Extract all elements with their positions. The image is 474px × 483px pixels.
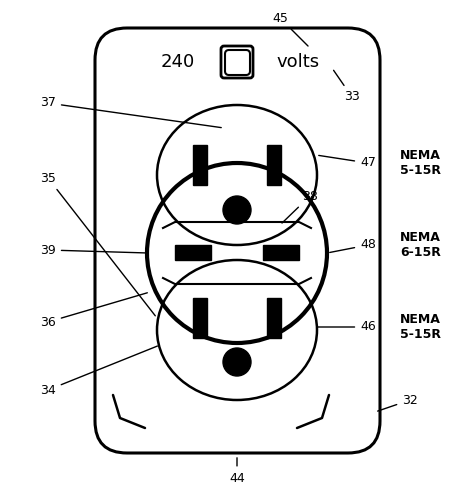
Text: NEMA
5-15R: NEMA 5-15R	[400, 313, 441, 341]
Text: 46: 46	[318, 321, 376, 333]
Text: 35: 35	[40, 171, 155, 316]
FancyBboxPatch shape	[221, 46, 253, 78]
Text: 32: 32	[378, 394, 418, 411]
Bar	[267, 145, 281, 185]
Text: 48: 48	[330, 239, 376, 253]
Text: volts: volts	[276, 53, 319, 71]
Text: 39: 39	[40, 243, 145, 256]
Bar	[193, 145, 207, 185]
Text: NEMA
5-15R: NEMA 5-15R	[400, 149, 441, 177]
Bar	[263, 245, 299, 260]
Circle shape	[223, 348, 251, 376]
Text: 33: 33	[334, 71, 360, 103]
Circle shape	[223, 196, 251, 224]
Text: NEMA
6-15R: NEMA 6-15R	[400, 231, 441, 259]
Ellipse shape	[157, 105, 317, 245]
Text: 47: 47	[319, 156, 376, 170]
Text: 36: 36	[40, 293, 147, 328]
Text: 38: 38	[282, 189, 318, 223]
Text: 44: 44	[229, 458, 245, 483]
Text: 37: 37	[40, 97, 221, 128]
Ellipse shape	[157, 260, 317, 400]
Bar	[175, 245, 211, 260]
Bar	[267, 298, 281, 338]
Text: 240: 240	[161, 53, 195, 71]
Text: 45: 45	[272, 12, 308, 46]
Bar	[193, 298, 207, 338]
FancyBboxPatch shape	[95, 28, 380, 453]
Text: 34: 34	[40, 346, 157, 397]
FancyBboxPatch shape	[225, 50, 250, 75]
